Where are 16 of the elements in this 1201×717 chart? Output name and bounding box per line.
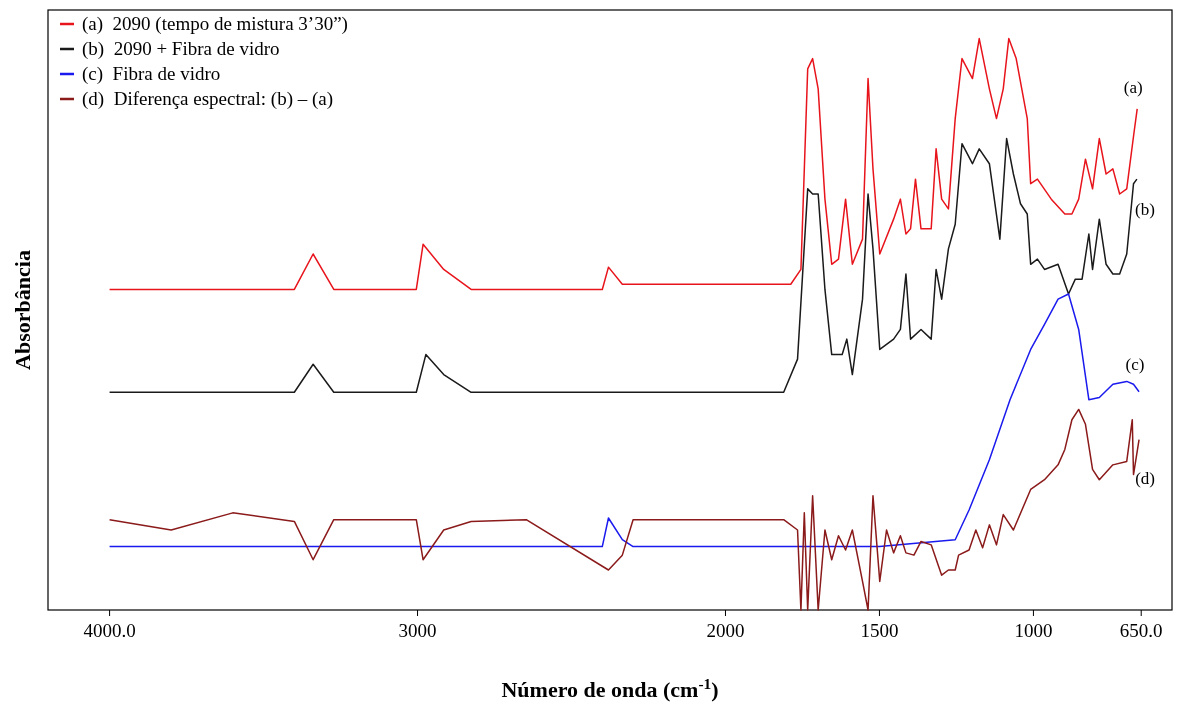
x-tick-label: 3000 <box>398 620 437 641</box>
y-axis-title: Absorbância <box>10 250 35 370</box>
x-tick-label: 2000 <box>706 620 745 641</box>
annotation: (a) <box>1123 77 1143 97</box>
x-axis-title: Número de onda (cm$^{-1}$) <box>501 674 719 702</box>
legend-label: (d) Diferença espectral: (b) – (a) <box>82 88 334 110</box>
annotation: (d) <box>1135 468 1155 488</box>
annotation: (b) <box>1134 200 1155 220</box>
annotation: (c) <box>1125 354 1145 374</box>
x-tick-label: 1000 <box>1014 620 1053 641</box>
legend-label: (a) 2090 (tempo de mistura 3’30”) <box>82 13 348 35</box>
x-tick-label: 4000.0 <box>83 620 136 641</box>
legend-label: (c) Fibra de vidro <box>82 63 221 85</box>
x-tick-label: 1500 <box>860 620 899 641</box>
x-tick-label: 650.0 <box>1119 620 1163 641</box>
legend-label: (b) 2090 + Fibra de vidro <box>82 38 280 60</box>
